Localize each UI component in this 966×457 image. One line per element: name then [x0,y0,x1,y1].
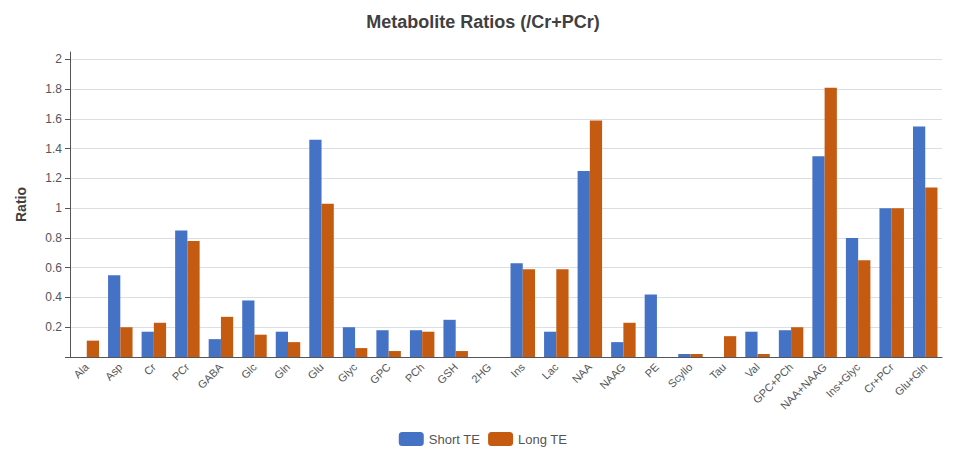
svg-text:Scyllo: Scyllo [665,361,694,390]
svg-text:1.4: 1.4 [45,142,62,156]
svg-text:2HG: 2HG [469,361,493,385]
svg-text:0.4: 0.4 [45,290,62,304]
svg-text:NAAG: NAAG [597,361,628,392]
svg-text:PE: PE [642,361,661,380]
svg-text:PCr: PCr [170,361,192,383]
svg-text:Long TE: Long TE [518,432,567,447]
svg-text:Short TE: Short TE [429,432,480,447]
svg-text:Asp: Asp [103,361,125,383]
svg-text:Glyc: Glyc [335,360,359,384]
svg-text:Cr+PCr: Cr+PCr [861,361,896,396]
svg-text:Gln: Gln [272,361,293,382]
svg-text:1.2: 1.2 [45,171,62,185]
svg-text:Glu+Gln: Glu+Gln [892,361,929,398]
svg-text:0.6: 0.6 [45,261,62,275]
svg-text:NAA: NAA [570,360,595,385]
svg-text:Val: Val [743,361,762,380]
svg-text:Ala: Ala [71,360,91,380]
svg-text:GPC: GPC [368,361,393,386]
svg-text:1.6: 1.6 [45,112,62,126]
svg-text:Ins: Ins [508,360,527,379]
svg-text:Ratio: Ratio [13,187,29,222]
svg-text:Cr: Cr [141,361,158,378]
svg-text:Glu: Glu [305,361,326,382]
svg-text:GABA: GABA [195,360,226,391]
svg-text:PCh: PCh [403,361,427,385]
svg-text:0.2: 0.2 [45,320,62,334]
svg-text:Glc: Glc [239,360,259,380]
svg-text:Metabolite Ratios (/Cr+PCr): Metabolite Ratios (/Cr+PCr) [366,12,600,32]
svg-text:GPC+PCh: GPC+PCh [750,360,796,406]
svg-text:Ins+Glyc: Ins+Glyc [823,360,862,399]
svg-text:Tau: Tau [707,361,728,382]
svg-text:2: 2 [55,52,62,66]
svg-text:1.8: 1.8 [45,82,62,96]
svg-text:0.8: 0.8 [45,231,62,245]
svg-text:Lac: Lac [540,360,561,381]
svg-text:NAA+NAAG: NAA+NAAG [778,361,829,412]
svg-text:1: 1 [55,201,62,215]
svg-text:GSH: GSH [435,361,460,386]
